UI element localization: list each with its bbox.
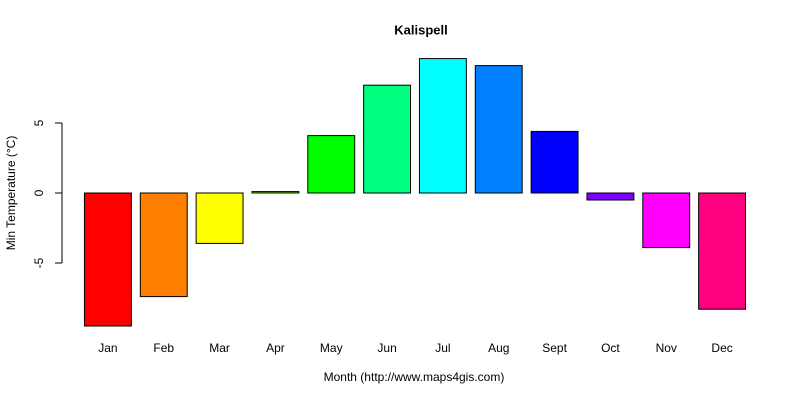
bar [642,192,691,249]
x-tick-label: Feb [153,341,174,355]
x-tick-label: Aug [488,341,509,355]
x-tick-label: Sept [542,341,567,355]
bar [418,58,467,194]
x-tick-label: Dec [711,341,732,355]
bar [139,192,188,298]
bar [586,192,635,201]
x-tick-label: Nov [656,341,677,355]
y-axis-label: Min Temperature (°C) [4,136,18,251]
x-tick-label: Oct [601,341,620,355]
y-tick-label: 0 [32,189,46,196]
bar [530,130,579,194]
x-tick-label: Mar [209,341,230,355]
y-tick-label: 5 [32,119,46,126]
x-tick-label: May [320,341,343,355]
x-tick-label: Jul [435,341,450,355]
x-axis-label: Month (http://www.maps4gis.com) [324,370,505,384]
bar [251,191,300,194]
bar [195,192,244,244]
x-tick-label: Jan [98,341,117,355]
x-tick-label: Jun [377,341,396,355]
y-tick-label: -5 [32,257,46,268]
x-tick-label: Apr [266,341,285,355]
chart-title: Kalispell [394,22,447,37]
bar [698,192,747,310]
bar [83,192,132,327]
bar [474,65,523,194]
bar [363,84,412,194]
bar [307,135,356,194]
